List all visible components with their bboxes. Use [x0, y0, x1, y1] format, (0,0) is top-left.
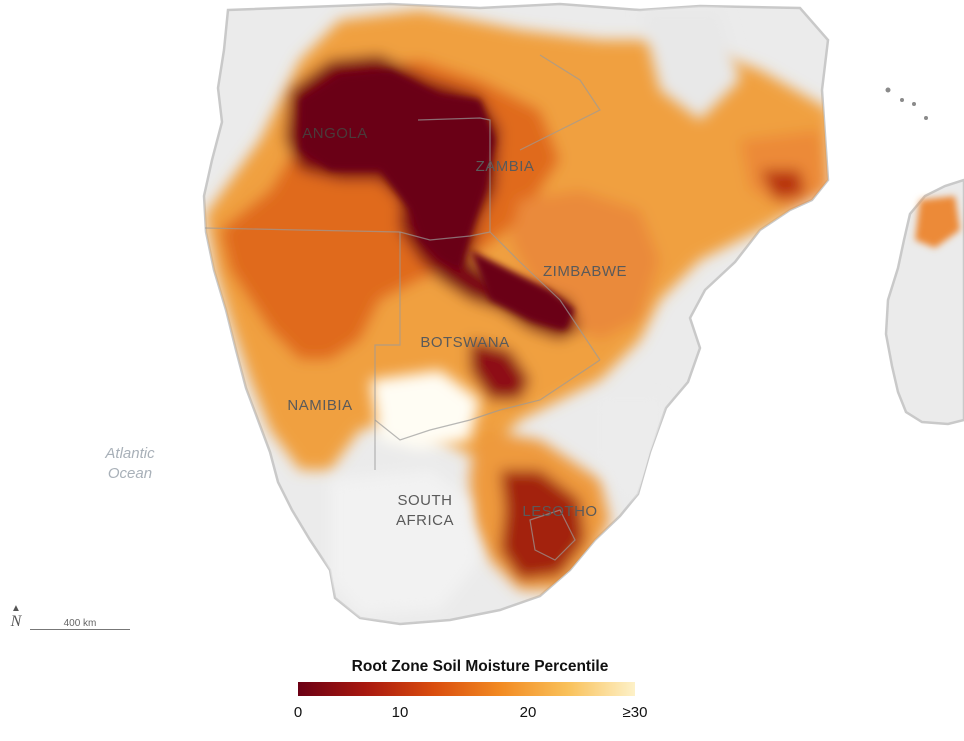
legend-title: Root Zone Soil Moisture Percentile — [351, 658, 609, 675]
country-label-zimbabwe: ZIMBABWE — [542, 263, 627, 280]
legend-color-ramp — [298, 682, 635, 696]
legend: Root Zone Soil Moisture Percentile 0 10 … — [270, 658, 690, 738]
scale-bar: ▲ N 400 km — [4, 604, 144, 644]
scale-bar-label: 400 km — [63, 618, 97, 629]
legend-tick-0: 0 — [293, 704, 303, 721]
north-arrow-icon: ▲ N — [6, 604, 26, 630]
country-label-south-africa: SOUTH AFRICA — [395, 492, 454, 529]
legend-tick-10: 10 — [391, 704, 409, 721]
ocean-label-atlantic: Atlantic Ocean — [105, 445, 155, 482]
country-label-lesotho: LESOTHO — [522, 503, 598, 520]
legend-tick-30: ≥30 — [622, 704, 648, 721]
legend-tick-20: 20 — [519, 704, 537, 721]
country-label-zambia: ZAMBIA — [475, 158, 535, 175]
country-label-namibia: NAMIBIA — [287, 397, 353, 414]
soil-moisture-overlay — [205, 10, 828, 615]
comoros-islands — [885, 87, 928, 120]
scale-bar-line — [30, 629, 130, 630]
country-label-angola: ANGOLA — [302, 125, 368, 142]
country-label-botswana: BOTSWANA — [420, 334, 510, 351]
madagascar-overlay — [915, 196, 960, 248]
north-symbol: N — [10, 613, 22, 630]
country-borders — [204, 54, 601, 561]
